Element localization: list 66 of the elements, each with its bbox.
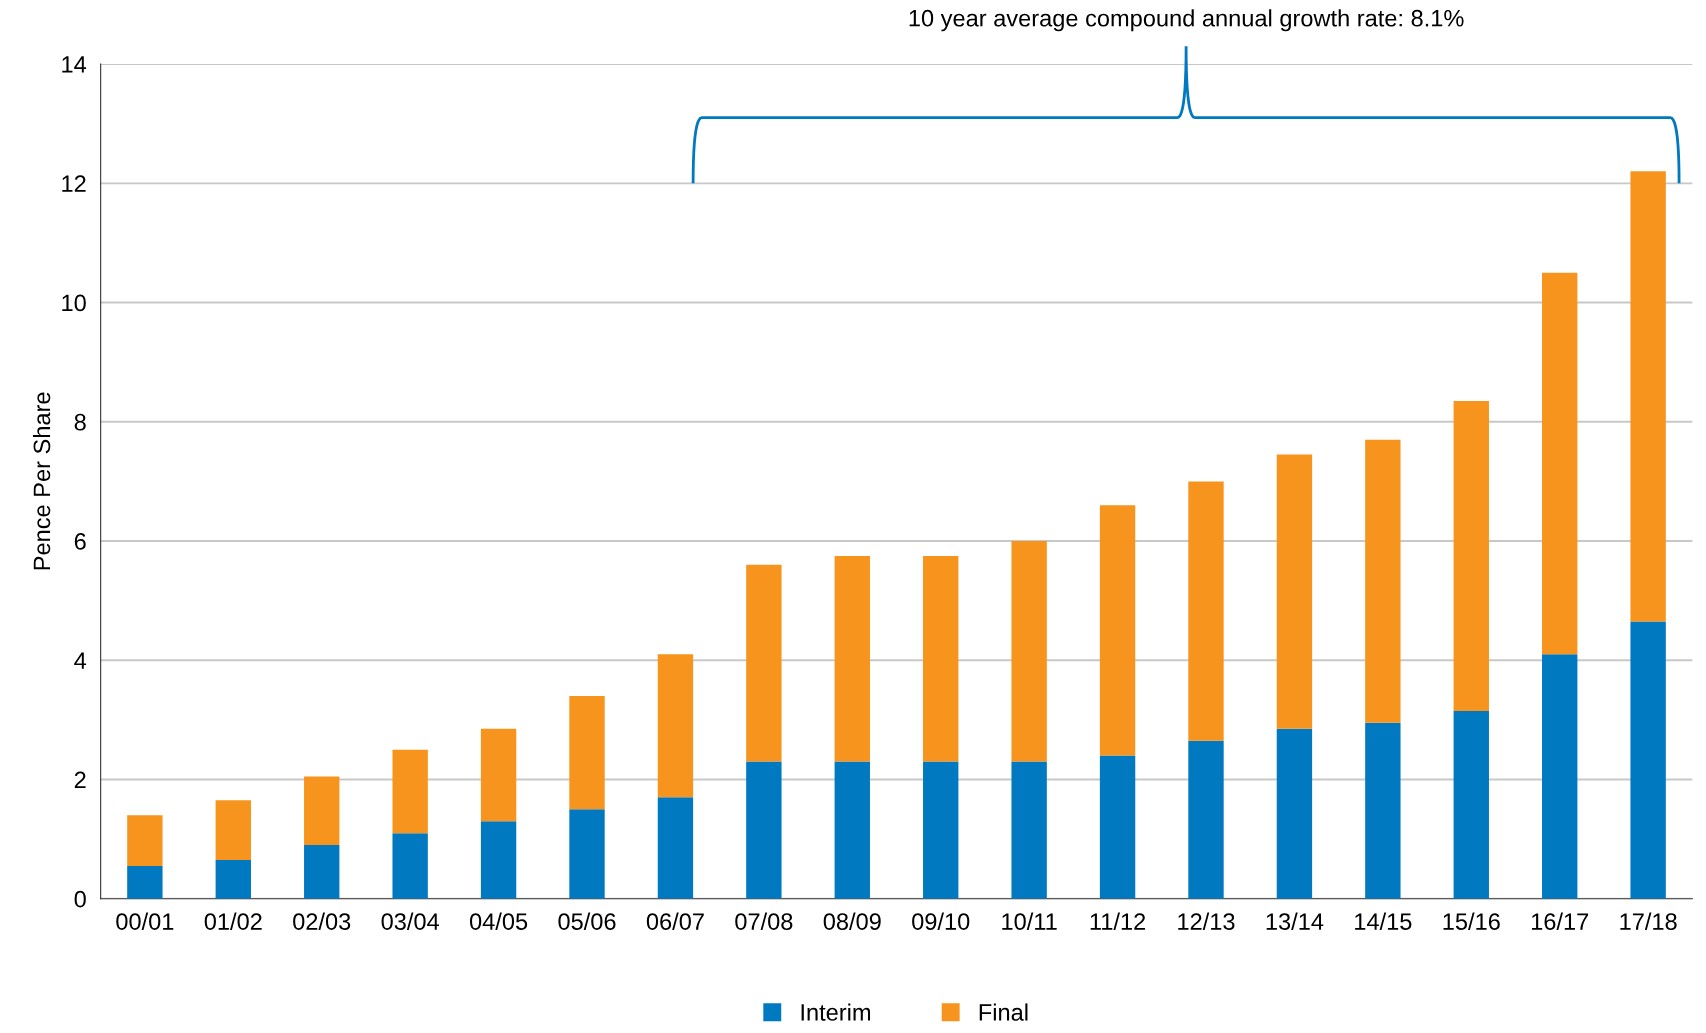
bar (1099, 505, 1136, 756)
y-tick-label: 12 (62, 175, 86, 192)
bar (392, 833, 428, 899)
y-tick-label: 10 (62, 294, 86, 312)
bar (834, 761, 870, 899)
y-tick-label: 6 (74, 533, 86, 550)
bar (569, 696, 605, 810)
bar (127, 815, 163, 866)
bar (923, 761, 959, 899)
x-tick-label: 06/07 (646, 912, 704, 930)
legend-label: Final (979, 1003, 1028, 1021)
x-tick-label: 00/01 (116, 912, 174, 930)
bar (1011, 761, 1047, 899)
bar (480, 821, 517, 899)
x-tick-label: 17/18 (1620, 912, 1677, 930)
bar (127, 865, 163, 899)
y-tick-label: 8 (74, 413, 86, 431)
x-tick-label: 13/14 (1266, 912, 1324, 930)
x-tick-label: 04/05 (469, 912, 528, 930)
bar (480, 728, 517, 822)
x-tick-label: 09/10 (912, 912, 970, 930)
bar (1099, 755, 1136, 899)
x-tick-label: 15/16 (1443, 912, 1500, 930)
x-tick-label: 11/12 (1090, 912, 1146, 930)
bar (1011, 541, 1047, 762)
bar (1365, 439, 1401, 723)
x-tick-label: 03/04 (381, 912, 440, 930)
bar (1630, 171, 1666, 622)
bar (304, 776, 340, 846)
y-tick-label: 14 (62, 56, 87, 73)
x-tick-label: 14/15 (1355, 912, 1412, 930)
bar (1542, 272, 1578, 655)
bar (304, 845, 340, 899)
bar (392, 749, 428, 834)
x-tick-label: 01/02 (204, 912, 262, 930)
legend-label: Interim (801, 1003, 871, 1021)
bar (1453, 710, 1489, 899)
bar (1276, 454, 1313, 729)
bar (215, 800, 251, 860)
bar (834, 555, 870, 762)
x-tick-label: 02/03 (293, 912, 351, 930)
bar (1453, 400, 1489, 711)
bar (1365, 722, 1401, 899)
bar (569, 809, 605, 899)
bar (1630, 621, 1666, 899)
y-tick-label: 0 (74, 890, 86, 908)
x-tick-label: 08/09 (823, 912, 881, 930)
bar (746, 564, 782, 762)
bar (1542, 654, 1578, 899)
bar (657, 654, 694, 798)
x-tick-label: 16/17 (1531, 912, 1589, 930)
text: 10 year average compound annual growth rate: 8.1% (909, 9, 1464, 32)
bar (1188, 740, 1224, 899)
y-axis-title: Pence Per Share (32, 392, 51, 570)
bar (923, 555, 959, 762)
x-tick-label: 12/13 (1178, 912, 1235, 930)
bar (1188, 481, 1224, 741)
bar (215, 859, 251, 899)
bar (657, 797, 694, 899)
x-tick-label: 10/11 (1002, 912, 1057, 930)
x-tick-label: 05/06 (558, 912, 616, 930)
x-tick-label: 07/08 (735, 912, 793, 930)
bar (746, 761, 782, 899)
y-tick-label: 2 (74, 771, 86, 789)
bar (1276, 728, 1313, 899)
y-tick-label: 4 (74, 652, 87, 669)
